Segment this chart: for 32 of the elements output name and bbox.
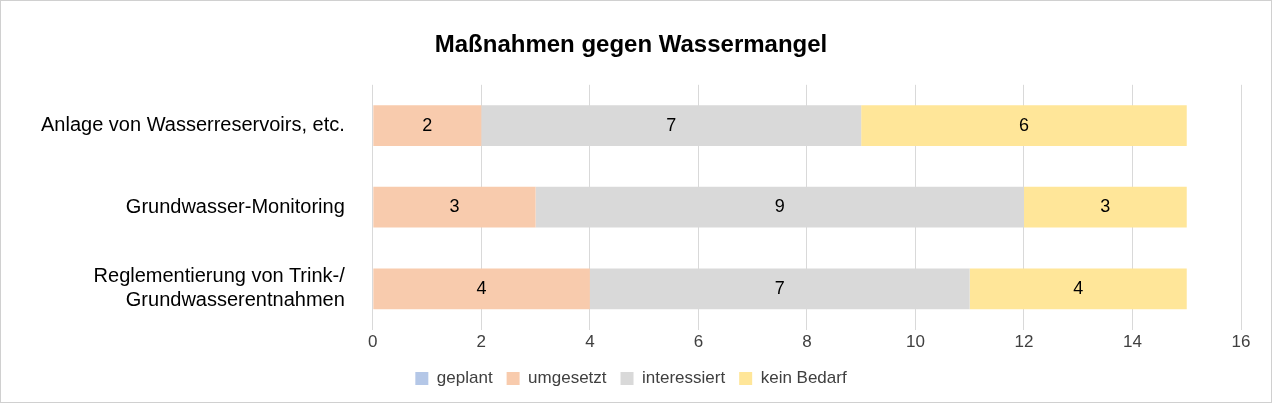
- x-tick-label: 6: [693, 332, 704, 352]
- x-tick-label: 4: [585, 332, 595, 352]
- x-tick-label: 16: [1231, 332, 1251, 352]
- x-tick-label: 12: [1014, 332, 1034, 352]
- y-tick-label: Grundwasser-Monitoring: [125, 194, 345, 217]
- data-label: 2: [422, 114, 433, 135]
- bar: [861, 105, 1187, 146]
- data-label: 3: [1100, 196, 1111, 217]
- x-tick-label: 8: [802, 332, 812, 352]
- data-label: 7: [774, 277, 785, 298]
- bar: [373, 268, 590, 310]
- legend-label: interessiert: [642, 368, 726, 388]
- x-tick-label: 14: [1123, 332, 1142, 352]
- x-tick-label: 2: [476, 332, 487, 352]
- legend-label: kein Bedarf: [760, 368, 847, 388]
- bar: [969, 268, 1187, 310]
- data-label: 9: [774, 196, 785, 217]
- data-label: 6: [1018, 114, 1029, 135]
- data-label: 4: [1073, 277, 1084, 298]
- data-label: 3: [449, 196, 460, 217]
- chart-title: Maßnahmen gegen Wassermangel: [434, 30, 828, 58]
- x-tick-label: 10: [905, 332, 925, 352]
- data-label: 7: [666, 114, 677, 135]
- bar: [373, 186, 536, 228]
- bar: [373, 105, 482, 146]
- x-tick-label: 0: [368, 332, 378, 352]
- y-tick-label: Anlage von Wasserreservoirs, etc.: [40, 113, 345, 136]
- legend-label: umgesetzt: [528, 368, 607, 388]
- bar: [1023, 186, 1187, 228]
- legend-label: geplant: [436, 368, 493, 388]
- data-label: 4: [476, 277, 487, 298]
- y-tick-label: Reglementierung von Trink-/ Grundwasserentnahmen: [93, 264, 346, 311]
